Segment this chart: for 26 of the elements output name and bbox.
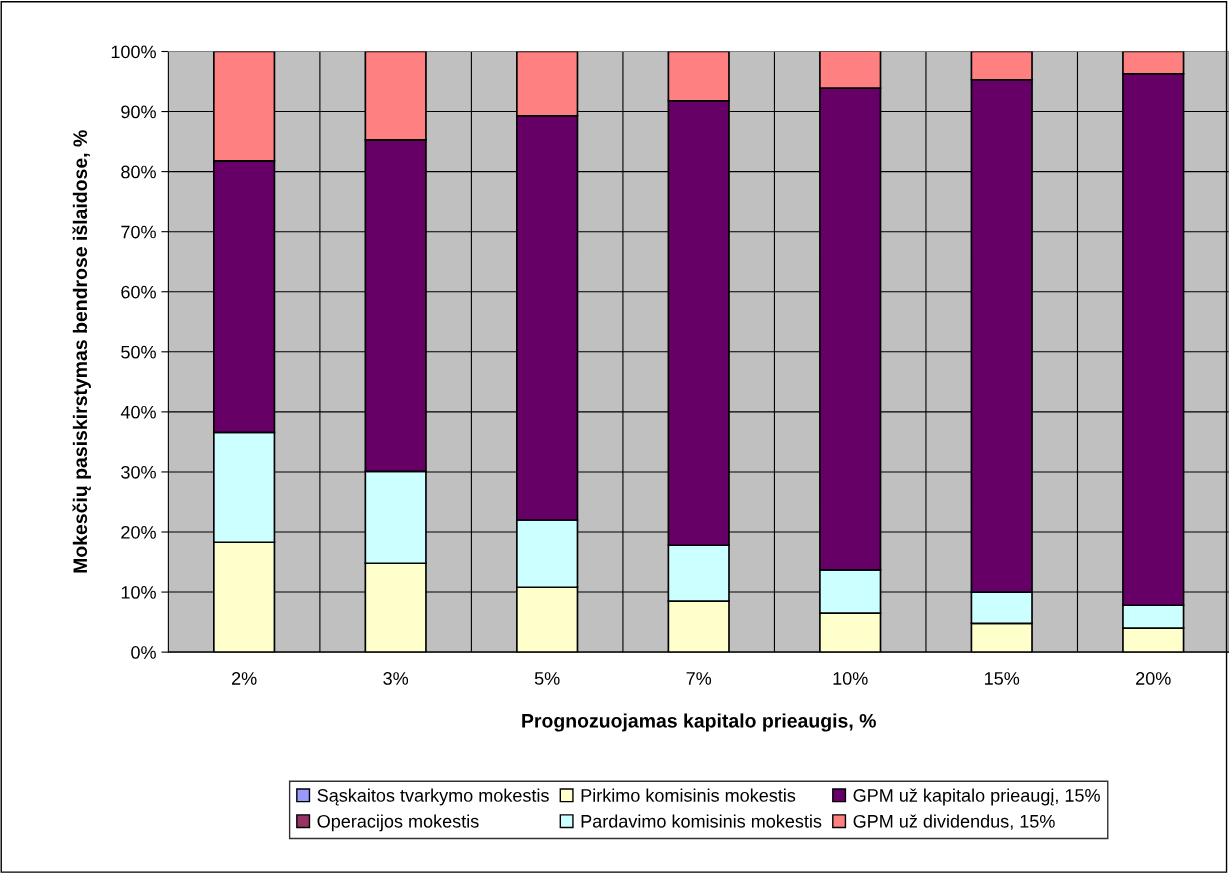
y-tick-label: 10% xyxy=(121,586,156,599)
legend-label: Operacijos mokestis xyxy=(317,814,479,832)
legend-label: Sąskaitos tvarkymo mokestis xyxy=(317,788,549,806)
x-tick-label: 15% xyxy=(985,672,1020,685)
legend-label: Pardavimo komisinis mokestis xyxy=(581,814,822,828)
y-tick-label: 50% xyxy=(121,345,156,359)
legend-label: GPM už kapitalo prieaugį, 15% xyxy=(853,788,1100,806)
x-tick-label: 3% xyxy=(383,672,409,685)
y-tick-label: 60% xyxy=(121,285,156,299)
x-tick-label: 10% xyxy=(833,672,868,685)
x-tick-label: 7% xyxy=(686,672,712,685)
x-tick-label: 2% xyxy=(231,672,257,685)
y-tick-label: 100% xyxy=(111,45,156,59)
y-tick-label: 90% xyxy=(121,105,156,119)
legend-label: Pirkimo komisinis mokestis xyxy=(581,788,796,802)
x-tick-label: 20% xyxy=(1136,672,1171,685)
legend-label: GPM už dividendus, 15% xyxy=(853,814,1055,830)
y-tick-label: 40% xyxy=(120,405,156,419)
y-tick-label: 0% xyxy=(131,646,156,659)
y-tick-label: 20% xyxy=(121,525,156,539)
y-tick-label: 30% xyxy=(121,465,156,479)
y-axis-title: Mokesčių pasiskirstymas bendrose išlaidose, % xyxy=(72,130,91,573)
x-tick-label: 5% xyxy=(534,672,560,685)
x-axis-title: Prognozuojamas kapitalo prieaugis, % xyxy=(522,713,876,732)
y-tick-label: 80% xyxy=(121,165,156,179)
y-tick-label: 70% xyxy=(121,225,156,239)
